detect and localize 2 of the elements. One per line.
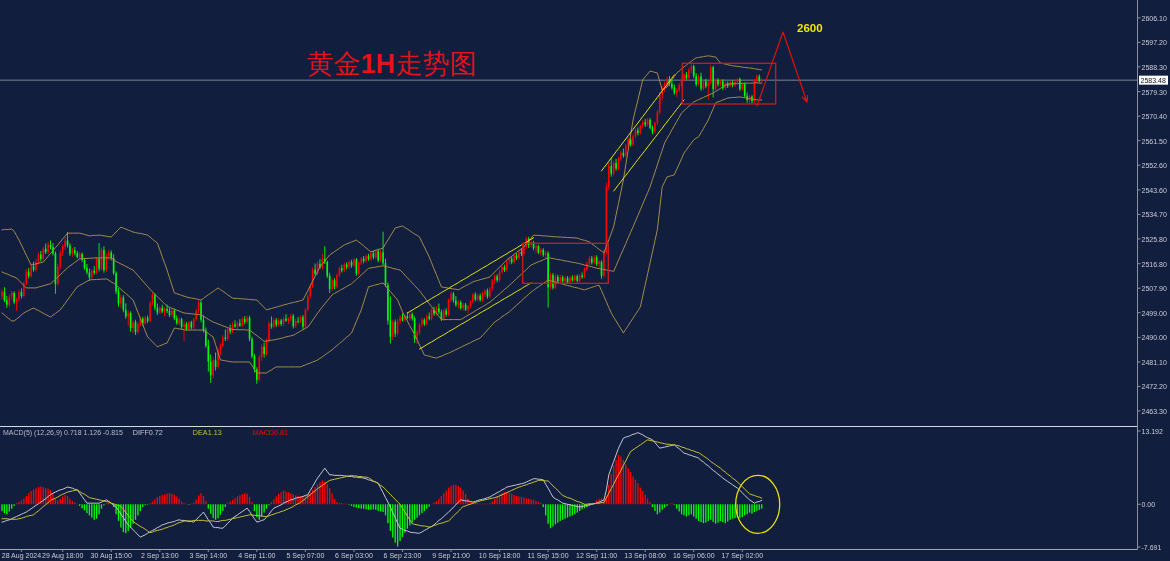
text: 2600 [797, 22, 823, 34]
text: 黄金1H走势图 [307, 49, 477, 79]
